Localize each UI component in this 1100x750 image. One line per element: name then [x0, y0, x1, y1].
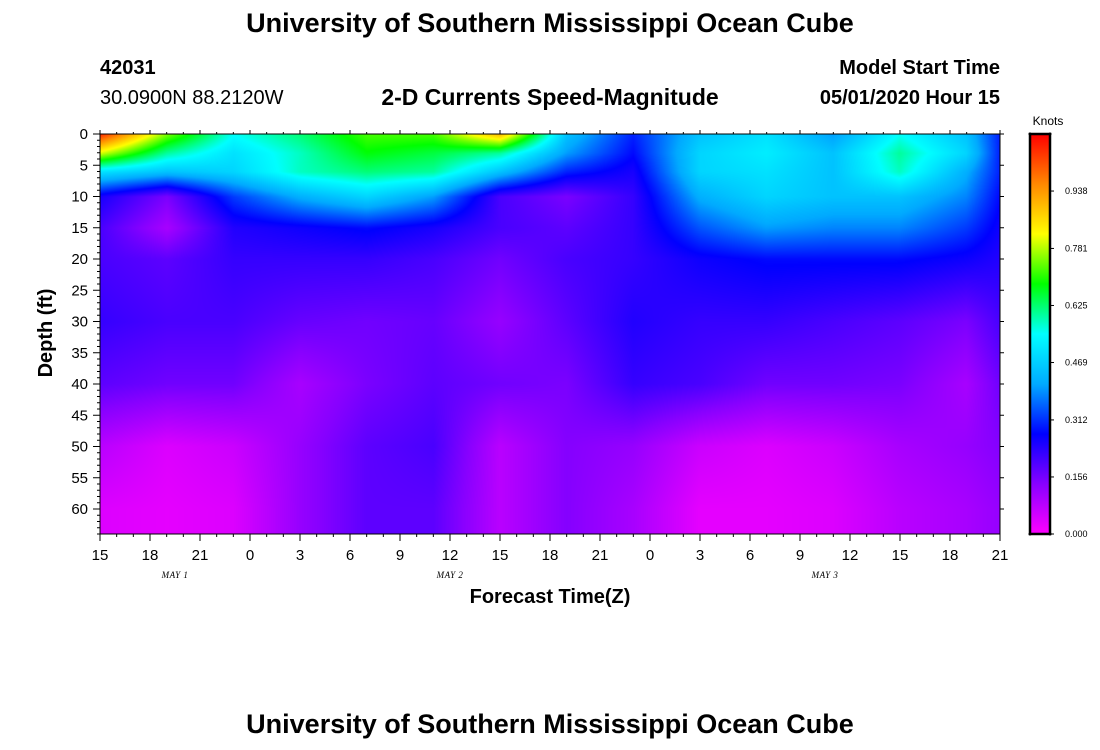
model-start-time: 05/01/2020 Hour 15 [819, 87, 1000, 109]
x-axis-title: Forecast Time(Z) [470, 586, 631, 608]
model-start-label: Model Start Time [839, 57, 1000, 79]
date-label: MAY 1 [161, 570, 189, 580]
y-axis-title: Depth (ft) [35, 289, 57, 378]
y-tick-label: 30 [71, 314, 88, 331]
y-tick-label: 0 [80, 126, 88, 143]
y-tick-label: 45 [71, 407, 88, 424]
x-tick-label: 12 [442, 547, 459, 564]
station-location: 30.0900N 88.2120W [100, 87, 284, 109]
colorbar-end-dot [1028, 532, 1032, 536]
date-labels: MAY 1 MAY 2 MAY 3 [161, 570, 839, 580]
x-tick-label: 15 [492, 547, 509, 564]
x-tick-label: 0 [646, 547, 654, 564]
x-tick-label: 15 [92, 547, 109, 564]
colorbar-tick-label: 0.156 [1065, 472, 1088, 482]
x-tick-label: 18 [942, 547, 959, 564]
y-tick-label: 20 [71, 251, 88, 268]
x-tick-label: 18 [142, 547, 159, 564]
x-tick-label: 21 [992, 547, 1009, 564]
colorbar-tick-label: 0.625 [1065, 300, 1088, 310]
y-tick-label: 55 [71, 470, 88, 487]
colorbar-tick-label: 0.469 [1065, 358, 1088, 368]
date-label: MAY 2 [436, 570, 464, 580]
x-tick-label: 9 [396, 547, 404, 564]
x-tick-label: 3 [296, 547, 304, 564]
colorbar-tick-label: 0.938 [1065, 186, 1088, 196]
x-tick-label: 9 [796, 547, 804, 564]
x-tick-label: 0 [246, 547, 254, 564]
colorbar-gradient [1028, 132, 1052, 536]
station-id: 42031 [100, 57, 156, 79]
y-tick-label: 15 [71, 220, 88, 237]
y-tick-label: 60 [71, 501, 88, 518]
page-title-top: University of Southern Mississippi Ocean… [246, 8, 854, 38]
x-tick-label: 21 [592, 547, 609, 564]
x-tick-label: 18 [542, 547, 559, 564]
colorbar-tick-label: 0.000 [1065, 529, 1088, 539]
y-axis: 0 5 10 15 20 25 30 35 40 45 50 55 60 [71, 126, 1004, 535]
x-tick-label: 3 [696, 547, 704, 564]
y-tick-label: 10 [71, 189, 88, 206]
y-tick-label: 50 [71, 439, 88, 456]
page-title-bottom: University of Southern Mississippi Ocean… [246, 709, 854, 739]
x-tick-label: 6 [746, 547, 754, 564]
colorbar-tick-label: 0.781 [1065, 243, 1088, 253]
y-tick-label: 35 [71, 345, 88, 362]
colorbar-end-dot [1048, 132, 1052, 136]
chart-title: 2-D Currents Speed-Magnitude [381, 84, 719, 110]
date-label: MAY 3 [811, 570, 839, 580]
x-tick-label: 12 [842, 547, 859, 564]
speed-heatmap [100, 134, 1000, 534]
y-tick-label: 40 [71, 376, 88, 393]
x-tick-label: 21 [192, 547, 209, 564]
y-tick-label: 25 [71, 282, 88, 299]
colorbar-end-dot [1048, 532, 1052, 536]
colorbar-end-dot [1028, 132, 1032, 136]
x-axis: 15 18 21 0 3 6 9 12 15 18 21 0 3 6 9 12 15 18 21 [92, 130, 1009, 564]
x-tick-label: 15 [892, 547, 909, 564]
y-tick-label: 5 [80, 157, 88, 174]
x-tick-label: 6 [346, 547, 354, 564]
colorbar-unit-label: Knots [1033, 114, 1064, 128]
colorbar: Knots 0.000 0.156 0.312 0.469 0.625 0.781 0.93… [1028, 114, 1088, 539]
colorbar-tick-label: 0.312 [1065, 415, 1088, 425]
